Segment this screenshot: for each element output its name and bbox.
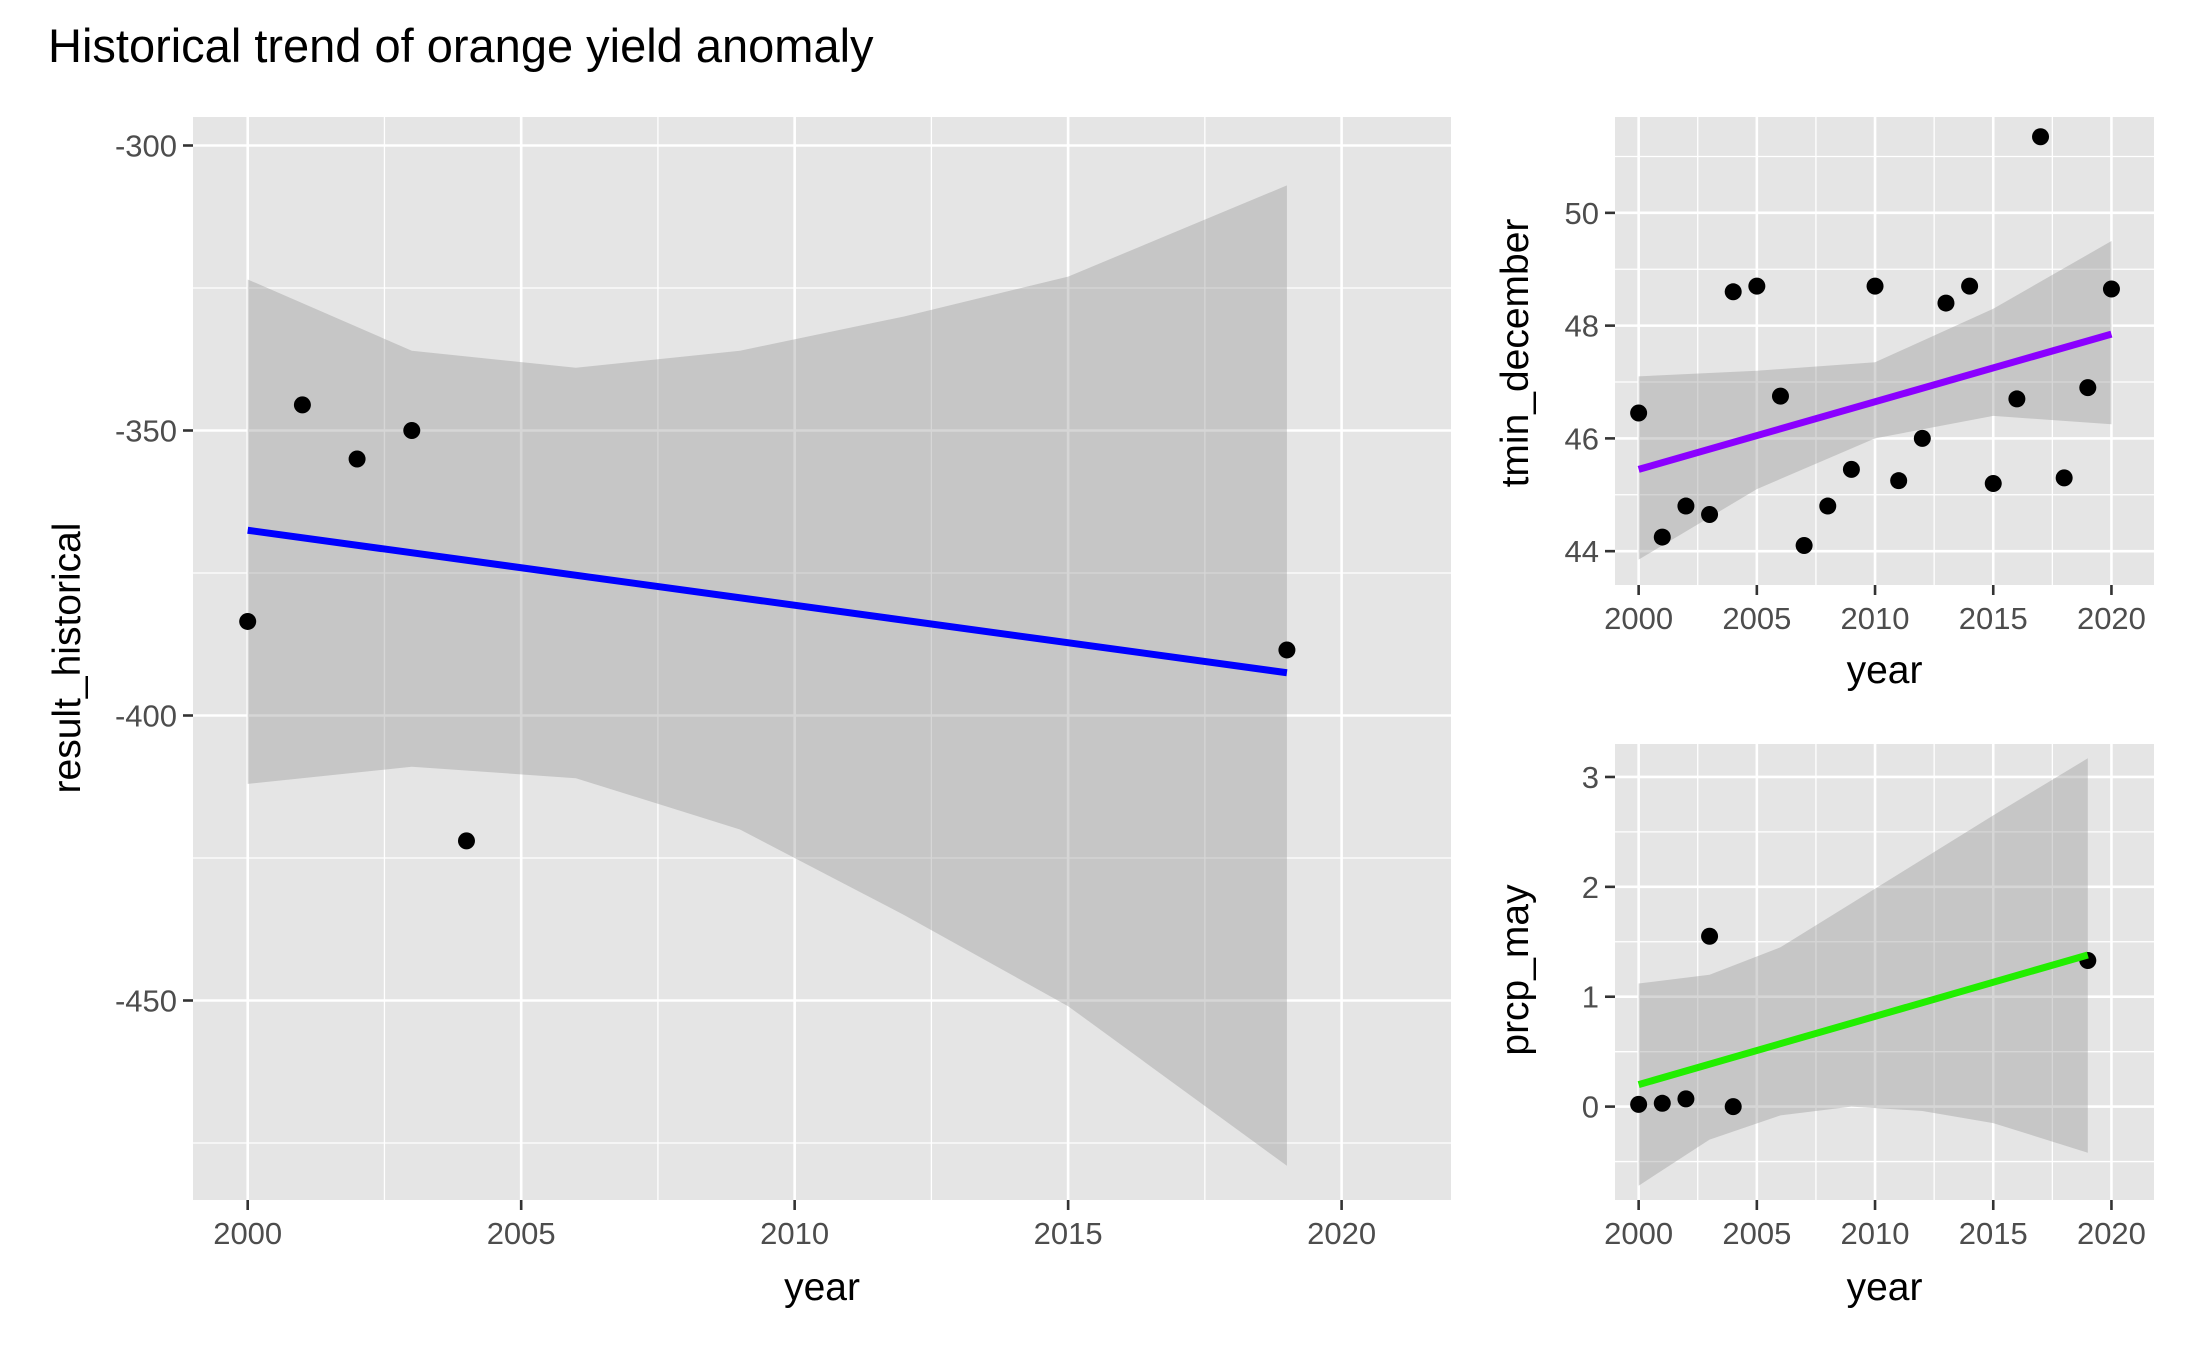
- x-tick-label: 2020: [1307, 1216, 1376, 1251]
- x-tick-label: 2015: [1034, 1216, 1103, 1251]
- panel-1: 2000 2005 2010 2015 2020 -450 -400 -350 -300 year…: [46, 117, 1451, 1309]
- y-tick-label: -300: [115, 129, 177, 164]
- y-tick-label: 48: [1565, 309, 1599, 344]
- panel-3: 2000 2005 2010 2015 2020 0 1 2 3 year prcp_may: [1494, 744, 2154, 1309]
- y-axis-title: result_historical: [46, 523, 89, 794]
- x-tick-label: 2000: [1604, 601, 1673, 636]
- y-tick-label: 1: [1582, 980, 1599, 1015]
- data-point-2005: [1748, 277, 1766, 295]
- y-tick-label: 3: [1582, 760, 1599, 795]
- data-point-2002: [1677, 497, 1695, 515]
- y-tick-label: -400: [115, 699, 177, 734]
- panels: 2000 2005 2010 2015 2020 -450 -400 -350 -300 year…: [46, 117, 2154, 1309]
- data-point-2006: [1771, 387, 1789, 405]
- panel-background: [193, 117, 1451, 1200]
- x-tick-label: 2005: [1722, 1216, 1791, 1251]
- x-axis-title: year: [784, 1266, 860, 1309]
- y-tick-label: 50: [1565, 196, 1599, 231]
- data-point-2015: [1984, 475, 2002, 493]
- x-tick-label: 2010: [1841, 601, 1910, 636]
- data-point-2000: [1630, 404, 1648, 422]
- data-point-2020: [2102, 280, 2120, 298]
- data-point-2016: [2008, 390, 2026, 408]
- x-tick-label: 2000: [213, 1216, 282, 1251]
- x-tick-label: 2005: [487, 1216, 556, 1251]
- x-tick-label: 2010: [760, 1216, 829, 1251]
- x-tick-label: 2020: [2077, 1216, 2146, 1251]
- x-axis-title: year: [1847, 1266, 1923, 1309]
- trend-line: [247, 526, 1288, 677]
- data-point-2003: [403, 422, 421, 439]
- data-point-2018: [2055, 469, 2073, 487]
- y-tick-label: 2: [1582, 870, 1599, 905]
- y-tick-label: 44: [1565, 534, 1599, 569]
- data-point-2014: [1961, 277, 1979, 295]
- y-tick-label: -350: [115, 414, 177, 449]
- confidence-band: [247, 185, 1287, 1166]
- data-point-2012: [1913, 429, 1931, 447]
- data-point-2000: [239, 612, 257, 630]
- panel-2: 2000 2005 2010 2015 2020 44 46 48 50 year tmin_dec…: [1494, 117, 2154, 692]
- trend-line: [1637, 951, 2089, 1088]
- data-point-2000: [1630, 1095, 1648, 1113]
- y-axis-title: tmin_december: [1494, 219, 1537, 488]
- x-tick-label: 2020: [2077, 601, 2146, 636]
- panel-background: [1615, 744, 2154, 1200]
- data-point-2011: [1890, 472, 1908, 490]
- y-tick-label: 0: [1582, 1090, 1599, 1125]
- data-point-2007: [1795, 537, 1813, 555]
- y-tick-label: -450: [115, 984, 177, 1019]
- data-point-2004: [1724, 283, 1742, 301]
- data-point-2003: [1701, 506, 1719, 524]
- confidence-band: [1638, 758, 2088, 1186]
- data-point-2003: [1701, 927, 1719, 945]
- data-point-2008: [1819, 497, 1837, 515]
- y-axis-title: prcp_may: [1494, 884, 1537, 1056]
- data-point-2004: [1724, 1098, 1742, 1116]
- x-tick-label: 2010: [1841, 1216, 1910, 1251]
- data-point-2002: [1677, 1090, 1695, 1108]
- data-point-2013: [1937, 294, 1955, 312]
- data-point-2009: [1842, 460, 1860, 478]
- x-tick-label: 2005: [1722, 601, 1791, 636]
- data-point-2004: [457, 832, 475, 850]
- x-tick-label: 2015: [1959, 601, 2028, 636]
- data-point-2001: [1653, 1094, 1671, 1112]
- x-axis-title: year: [1847, 649, 1923, 692]
- y-tick-label: 46: [1565, 421, 1599, 456]
- trend-line: [1637, 330, 2113, 473]
- data-point-2001: [1653, 528, 1671, 546]
- data-point-2017: [2032, 128, 2050, 146]
- data-point-2001: [293, 396, 311, 414]
- data-point-2002: [348, 450, 366, 468]
- data-point-2019: [2079, 379, 2097, 397]
- data-point-2019: [1278, 641, 1296, 659]
- data-point-2010: [1866, 277, 1884, 295]
- x-tick-label: 2000: [1604, 1216, 1673, 1251]
- plot-title: Historical trend of orange yield anomaly: [48, 19, 874, 72]
- x-tick-label: 2015: [1959, 1216, 2028, 1251]
